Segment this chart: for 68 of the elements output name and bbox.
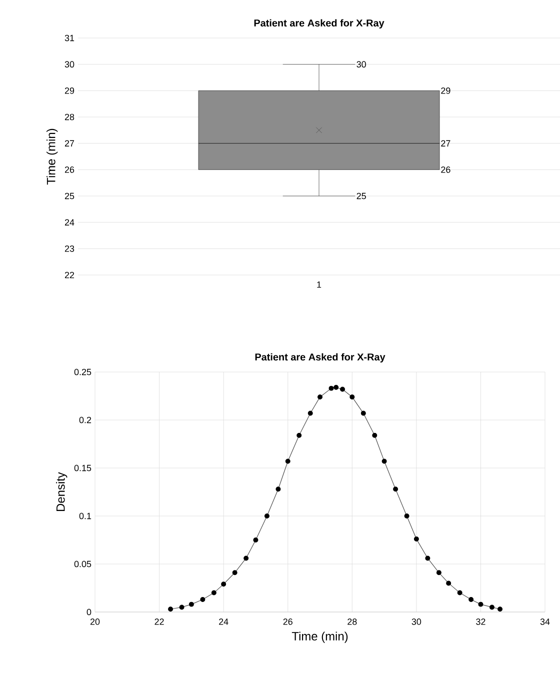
y-tick-label: 25 (64, 192, 74, 200)
point (328, 386, 334, 391)
point (393, 486, 398, 492)
annotation: 25 (356, 192, 366, 200)
point (360, 410, 366, 416)
point (468, 597, 474, 602)
x-tick-label: 32 (476, 618, 486, 625)
point (221, 582, 226, 587)
point (318, 394, 322, 400)
y-axis-title: Time (min) (46, 128, 58, 185)
x-axis-title: Time (min) (292, 632, 348, 643)
x-tick-label: 34 (540, 618, 550, 625)
y-tick-label: 0.05 (74, 560, 92, 568)
point (446, 580, 452, 586)
annotation: 27 (441, 140, 450, 146)
point (168, 606, 174, 612)
point (200, 597, 206, 602)
chart-title: Patient are Asked for X-Ray (255, 353, 386, 362)
point (285, 458, 290, 464)
y-tick-label: 22 (64, 272, 74, 278)
point (188, 602, 194, 607)
point (372, 432, 378, 438)
y-tick-label: 0.25 (74, 368, 92, 376)
point (340, 386, 345, 392)
y-tick-label: 24 (64, 219, 74, 226)
x-tick-label: 30 (412, 618, 422, 625)
y-tick-label: 28 (64, 114, 74, 120)
y-tick-label: 26 (64, 166, 74, 173)
annotation: 29 (441, 87, 450, 94)
y-tick-label: 0.15 (74, 464, 92, 472)
annotation: 30 (356, 61, 366, 68)
point (244, 556, 249, 561)
point (382, 458, 387, 464)
point (457, 590, 462, 596)
y-tick-label: 30 (64, 61, 74, 68)
point (211, 590, 216, 596)
point (436, 570, 442, 576)
point (276, 486, 281, 492)
x-tick-label: 24 (219, 618, 228, 625)
chart-title: Patient are Asked for X-Ray (254, 19, 384, 28)
y-tick-label: 0.2 (79, 416, 92, 424)
point (404, 514, 410, 518)
y-tick-label: 29 (64, 87, 74, 94)
point (253, 538, 258, 542)
y-tick-label: 23 (64, 245, 74, 252)
x-tick-label: 28 (348, 618, 357, 625)
point (334, 384, 339, 390)
point (232, 570, 238, 576)
y-tick-label: 31 (64, 34, 74, 42)
point (478, 602, 484, 607)
point (264, 514, 270, 518)
x-tick-label: 1 (317, 282, 322, 288)
point (489, 604, 494, 610)
point (350, 394, 355, 400)
point (296, 432, 302, 438)
y-axis-title: Density (56, 472, 68, 511)
x-tick-label: 22 (154, 618, 164, 625)
x-tick-label: 20 (90, 618, 100, 625)
y-tick-label: 0.1 (79, 512, 92, 520)
y-tick-label: 0 (86, 608, 92, 616)
point (308, 410, 313, 416)
annotation: 26 (441, 166, 450, 173)
point (179, 604, 184, 610)
point (498, 606, 502, 612)
y-tick-label: 27 (64, 140, 74, 146)
point (425, 556, 430, 561)
x-tick-label: 26 (283, 618, 292, 625)
point (414, 536, 419, 542)
